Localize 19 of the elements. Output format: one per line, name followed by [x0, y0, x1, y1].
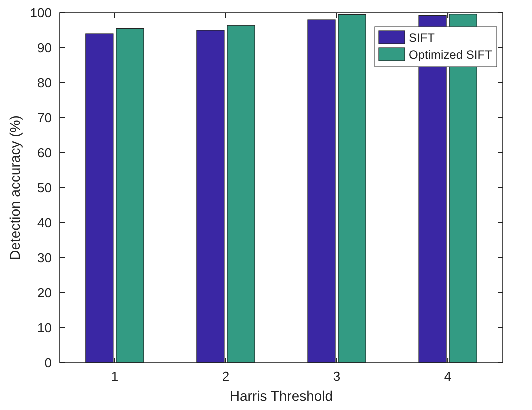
- y-tick-label: 40: [38, 216, 52, 231]
- y-tick-label: 0: [44, 356, 52, 371]
- y-tick-label: 60: [38, 146, 52, 161]
- legend-label: Optimized SIFT: [409, 48, 494, 62]
- y-tick-label: 20: [38, 286, 52, 301]
- x-tick-label: 4: [444, 369, 452, 384]
- legend-label: SIFT: [409, 31, 436, 46]
- y-tick-label: 80: [38, 76, 52, 91]
- y-tick-label: 90: [38, 40, 52, 56]
- y-tick-label: 70: [38, 110, 52, 126]
- x-axis-title: Harris Threshold: [230, 388, 334, 404]
- x-tick-label: 2: [222, 369, 230, 384]
- y-tick-label: 100: [30, 6, 52, 21]
- x-tick-label: 1: [111, 369, 119, 384]
- x-tick-label: 3: [333, 369, 341, 384]
- y-axis-title: Detection accuracy (%): [7, 116, 23, 260]
- y-tick-label: 50: [38, 180, 52, 196]
- y-tick-label: 30: [38, 250, 52, 266]
- y-tick-label: 10: [38, 320, 52, 336]
